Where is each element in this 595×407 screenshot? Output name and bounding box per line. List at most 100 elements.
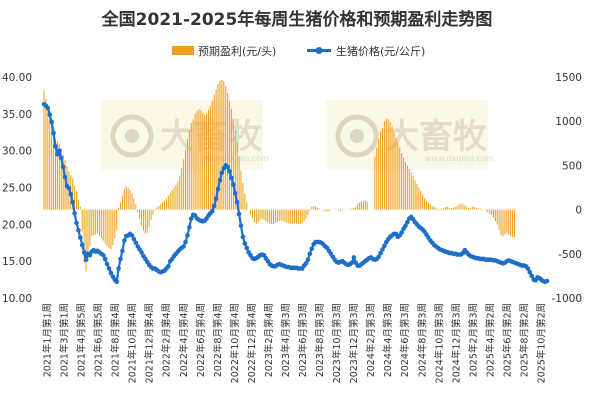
profit-bar	[152, 209, 154, 215]
chart-title: 全国2021-2025年每周生猪价格和预期盈利走势图	[101, 9, 493, 30]
profit-bar	[280, 209, 282, 221]
y-right-tick-label: 1000	[555, 116, 582, 128]
profit-bar	[431, 206, 433, 210]
x-tick-label: 2023年4月第3周	[280, 303, 292, 377]
profit-bar	[328, 209, 330, 212]
profit-bar	[156, 207, 158, 210]
profit-bar	[420, 191, 422, 210]
profit-bar	[91, 209, 93, 237]
profit-bar	[479, 208, 481, 210]
profit-bar	[144, 209, 146, 234]
profit-bar	[253, 209, 255, 222]
price-point	[100, 252, 106, 258]
profit-bar	[186, 138, 188, 210]
price-point	[215, 186, 221, 192]
profit-bar	[429, 204, 431, 210]
profit-bar	[95, 209, 97, 235]
profit-bar	[290, 209, 292, 224]
profit-bar	[116, 209, 118, 230]
price-point	[58, 155, 64, 161]
profit-bar	[104, 209, 106, 244]
profit-bar	[502, 209, 504, 237]
x-tick-label: 2022年6月第4周	[195, 303, 207, 377]
price-point	[527, 269, 533, 275]
profit-bar	[500, 209, 502, 236]
profit-bar	[255, 209, 257, 224]
profit-bar	[439, 208, 441, 210]
price-point	[529, 273, 534, 279]
watermark-logo-icon	[110, 114, 154, 158]
profit-bar	[381, 128, 384, 210]
y-left-tick-label: 15.00	[2, 256, 32, 268]
profit-bar	[339, 209, 341, 211]
price-point	[72, 210, 77, 216]
profit-bar	[512, 209, 514, 238]
x-tick-label: 2024年8月第3周	[416, 303, 428, 377]
profit-bar	[263, 209, 265, 220]
profit-bar	[169, 192, 171, 210]
x-tick-label: 2024年10月第3周	[433, 303, 445, 383]
x-tick-label: 2024年12月第3周	[450, 303, 462, 383]
profit-bar	[284, 209, 286, 222]
profit-bar	[62, 154, 64, 210]
profit-bar	[181, 168, 183, 210]
profit-bar	[454, 206, 456, 210]
y-right-tick-label: -500	[558, 249, 582, 261]
profit-bar	[56, 141, 58, 210]
profit-bar	[282, 209, 284, 222]
profit-bar	[85, 209, 87, 272]
price-point	[229, 175, 234, 181]
price-point	[234, 199, 240, 205]
profit-bar	[357, 204, 359, 210]
profit-bar	[150, 209, 152, 221]
profit-bar	[276, 209, 278, 222]
profit-bar	[473, 206, 475, 210]
profit-bar	[355, 206, 357, 210]
profit-bar	[77, 199, 79, 210]
profit-bar	[232, 118, 234, 210]
profit-bar	[338, 209, 340, 211]
price-point	[231, 182, 236, 187]
profit-bar	[445, 206, 447, 210]
x-tick-label: 2023年10月第3周	[331, 303, 343, 383]
profit-bar	[97, 209, 99, 234]
legend-label-profit: 预期盈利(元/头)	[198, 45, 276, 58]
x-tick-label: 2025年2月第3周	[467, 303, 479, 377]
profit-bar	[481, 209, 483, 210]
price-point	[102, 256, 108, 262]
profit-bar	[51, 122, 53, 210]
price-point	[242, 241, 248, 246]
profit-bar	[477, 208, 479, 210]
profit-bar	[447, 206, 449, 210]
legend-swatch-profit	[172, 46, 194, 55]
watermark-url: www.dxumu.com	[200, 154, 269, 163]
price-point	[68, 191, 74, 197]
profit-bar	[406, 165, 408, 210]
profit-bar	[395, 137, 397, 210]
watermark-brand: 大畜牧	[160, 117, 263, 157]
price-point	[66, 185, 72, 191]
profit-bar	[47, 106, 49, 210]
price-point	[131, 236, 137, 242]
price-point	[104, 261, 110, 267]
profit-bar	[209, 106, 211, 210]
profit-bar	[475, 207, 477, 210]
profit-bar	[213, 94, 215, 210]
x-tick-label: 2022年4月第4周	[178, 303, 190, 377]
profit-bar	[148, 209, 150, 228]
profit-bar	[43, 90, 45, 210]
x-tick-label: 2021年8月第4周	[110, 303, 122, 377]
profit-bar	[286, 209, 288, 223]
profit-bar	[127, 187, 129, 210]
price-point	[79, 242, 85, 248]
y-axis-right: -1000 -500 0 500 1000 1500	[551, 72, 582, 305]
watermark-logo-icon	[335, 114, 379, 158]
legend: 预期盈利(元/头) 生猪价格(元/公斤)	[172, 44, 425, 58]
price-point	[81, 250, 87, 255]
profit-bar	[259, 209, 261, 221]
price-point	[225, 164, 230, 170]
profit-bar	[196, 110, 198, 210]
profit-bar	[106, 209, 108, 246]
x-tick-label: 2024年4月第3周	[382, 303, 394, 377]
price-point	[187, 224, 192, 230]
